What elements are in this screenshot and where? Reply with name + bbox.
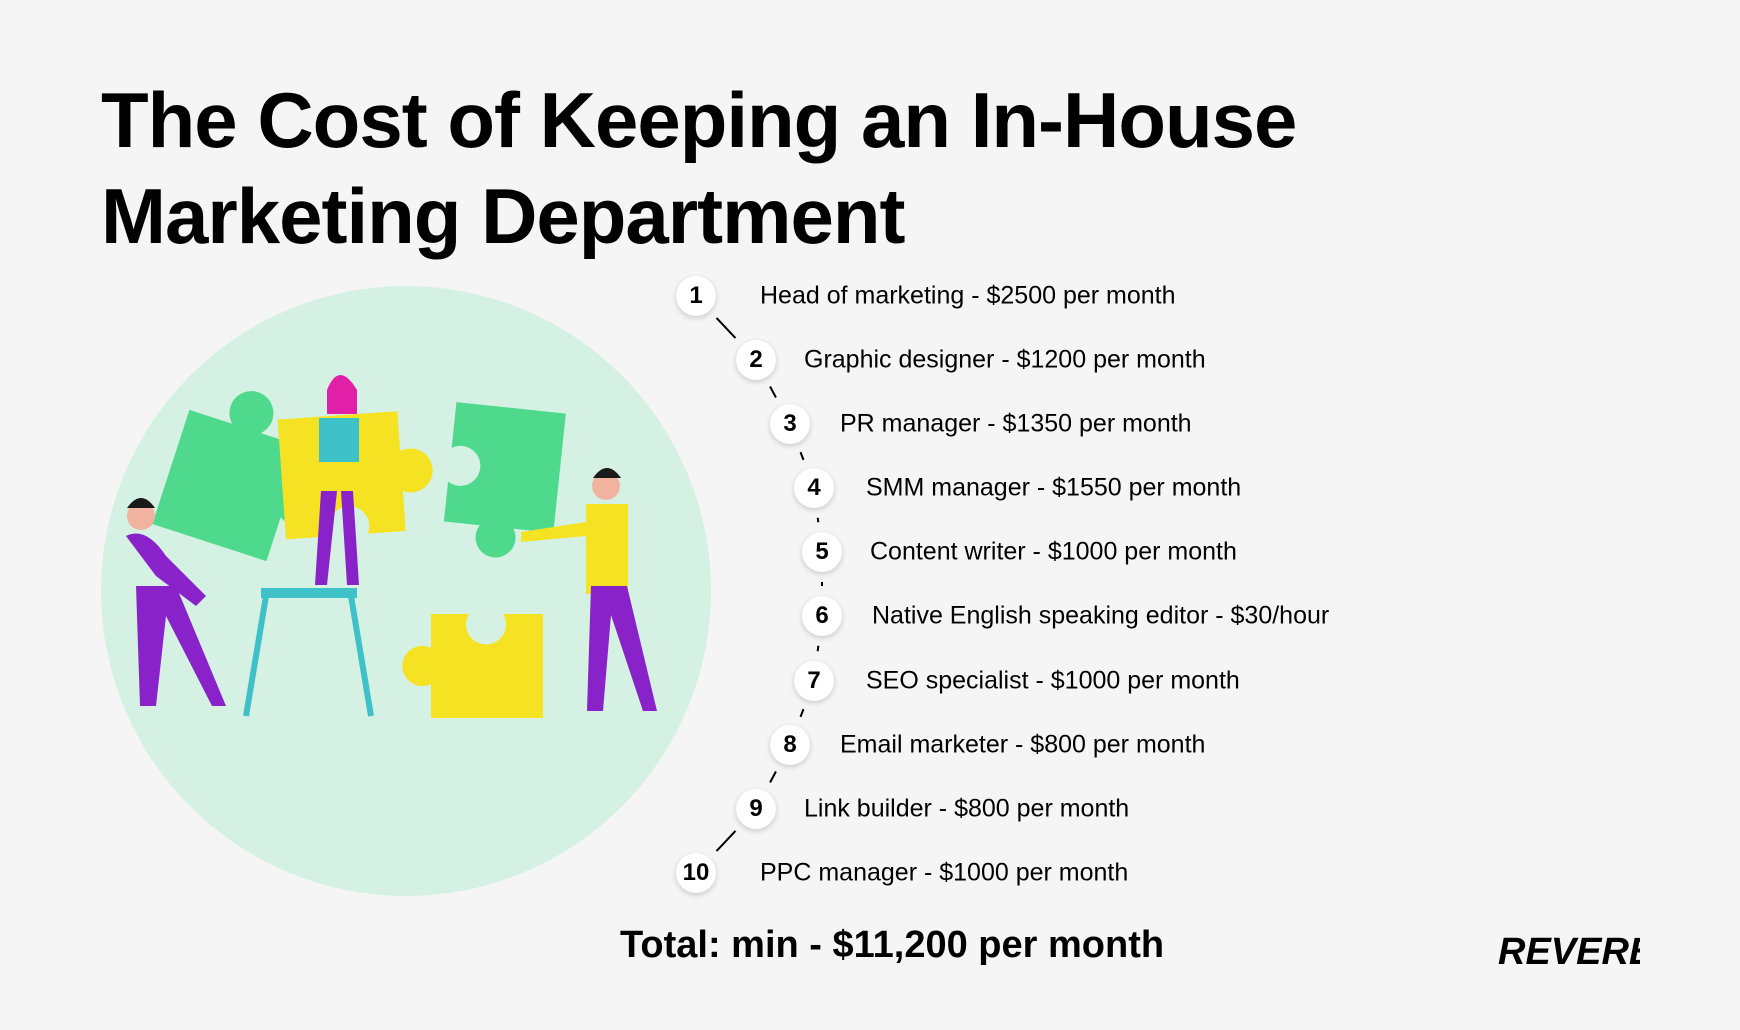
step-label-4: SMM manager - $1550 per month: [866, 473, 1242, 502]
green-puzzle-piece-left: [152, 391, 316, 562]
step-number-3: 3: [770, 404, 810, 444]
connector-line: [799, 451, 805, 461]
step-label-5: Content writer - $1000 per month: [870, 537, 1237, 566]
title-line-1: The Cost of Keeping an In-House: [101, 76, 1297, 164]
connector-line: [816, 517, 820, 523]
page-title: The Cost of Keeping an In-House Marketin…: [101, 72, 1401, 264]
step-number-4: 4: [794, 468, 834, 508]
total-cost: Total: min - $11,200 per month: [620, 924, 1165, 966]
step-label-2: Graphic designer - $1200 per month: [804, 345, 1206, 374]
step-number-9: 9: [736, 789, 776, 829]
step-number-5: 5: [802, 532, 842, 572]
step-label-7: SEO specialist - $1000 per month: [866, 666, 1240, 695]
woman-on-stool: [315, 375, 359, 585]
connector-line: [715, 317, 737, 339]
step-number-1: 1: [676, 276, 716, 316]
title-line-2: Marketing Department: [101, 172, 906, 260]
step-label-1: Head of marketing - $2500 per month: [760, 281, 1176, 310]
yellow-puzzle-piece-bottom: [402, 614, 543, 718]
step-label-8: Email marketer - $800 per month: [840, 730, 1206, 759]
man-left: [126, 498, 226, 706]
man-right: [521, 468, 657, 711]
step-label-9: Link builder - $800 per month: [804, 794, 1130, 823]
connector-line: [816, 645, 820, 652]
step-label-6: Native English speaking editor - $30/hou…: [872, 601, 1330, 630]
puzzle-team-illustration: [101, 286, 711, 896]
connector-line: [769, 771, 777, 783]
step-number-6: 6: [802, 596, 842, 636]
step-label-3: PR manager - $1350 per month: [840, 409, 1192, 438]
yellow-puzzle-piece-top: [277, 411, 433, 540]
green-puzzle-piece-right: [443, 402, 566, 558]
step-number-10: 10: [676, 853, 716, 893]
connector-line: [715, 830, 737, 852]
step-number-7: 7: [794, 661, 834, 701]
reverb-logo: REVERB: [1498, 931, 1640, 973]
connector-line: [769, 386, 777, 398]
step-number-8: 8: [770, 725, 810, 765]
connector-line: [799, 708, 805, 718]
step-label-10: PPC manager - $1000 per month: [760, 858, 1129, 887]
step-number-2: 2: [736, 340, 776, 380]
svg-text:REVERB: REVERB: [1498, 931, 1640, 973]
stool: [243, 588, 374, 717]
